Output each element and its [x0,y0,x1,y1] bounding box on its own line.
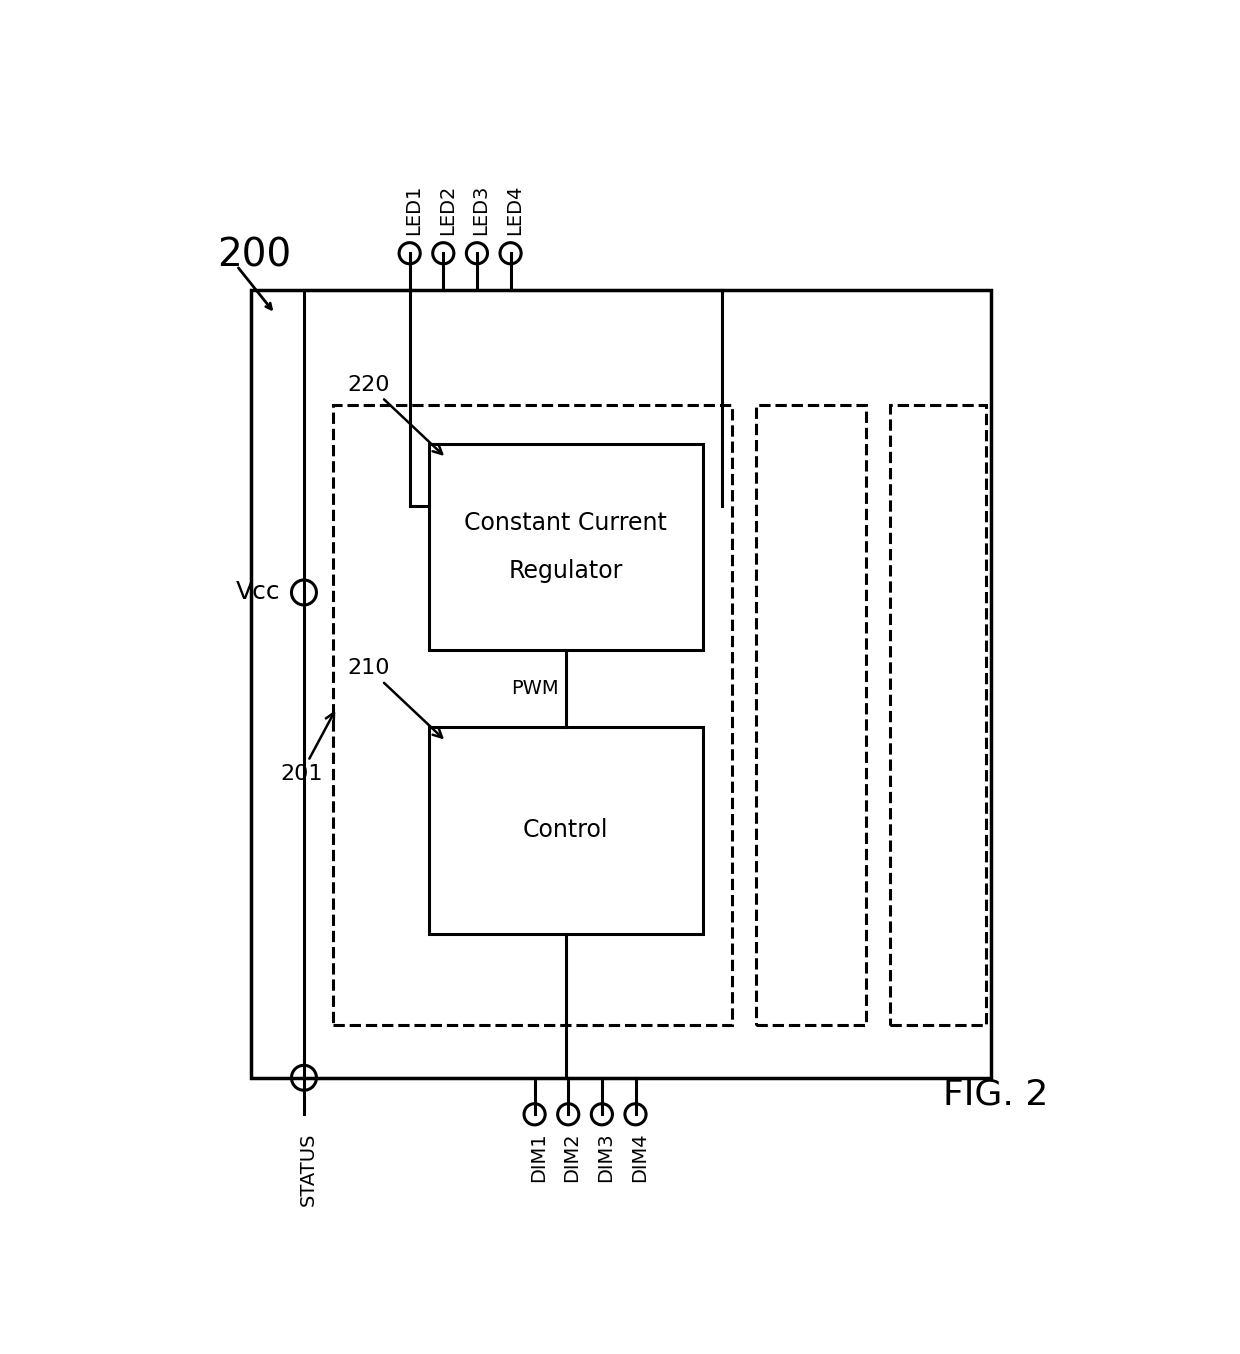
Text: PWM: PWM [511,680,559,699]
Bar [429,444,703,650]
Text: Constant Current: Constant Current [465,510,667,535]
Bar [755,405,866,1025]
Text: STATUS: STATUS [299,1132,317,1206]
Bar [890,405,986,1025]
Text: LED2: LED2 [438,184,456,236]
Text: LED1: LED1 [404,184,423,236]
Text: DIM4: DIM4 [630,1132,649,1182]
Text: Regulator: Regulator [508,559,622,582]
Text: Control: Control [523,818,609,842]
Text: LED3: LED3 [471,184,490,236]
Text: LED4: LED4 [505,184,525,236]
Text: Vcc: Vcc [236,581,280,604]
Text: DIM2: DIM2 [563,1132,582,1182]
Bar [250,290,991,1078]
Text: 210: 210 [347,658,443,738]
Bar [429,727,703,934]
Text: FIG. 2: FIG. 2 [944,1078,1049,1112]
Text: 201: 201 [280,712,334,784]
Text: DIM3: DIM3 [596,1132,615,1182]
Text: 200: 200 [217,237,291,275]
Text: DIM1: DIM1 [529,1132,548,1182]
Bar [332,405,732,1025]
Text: 220: 220 [347,375,443,454]
